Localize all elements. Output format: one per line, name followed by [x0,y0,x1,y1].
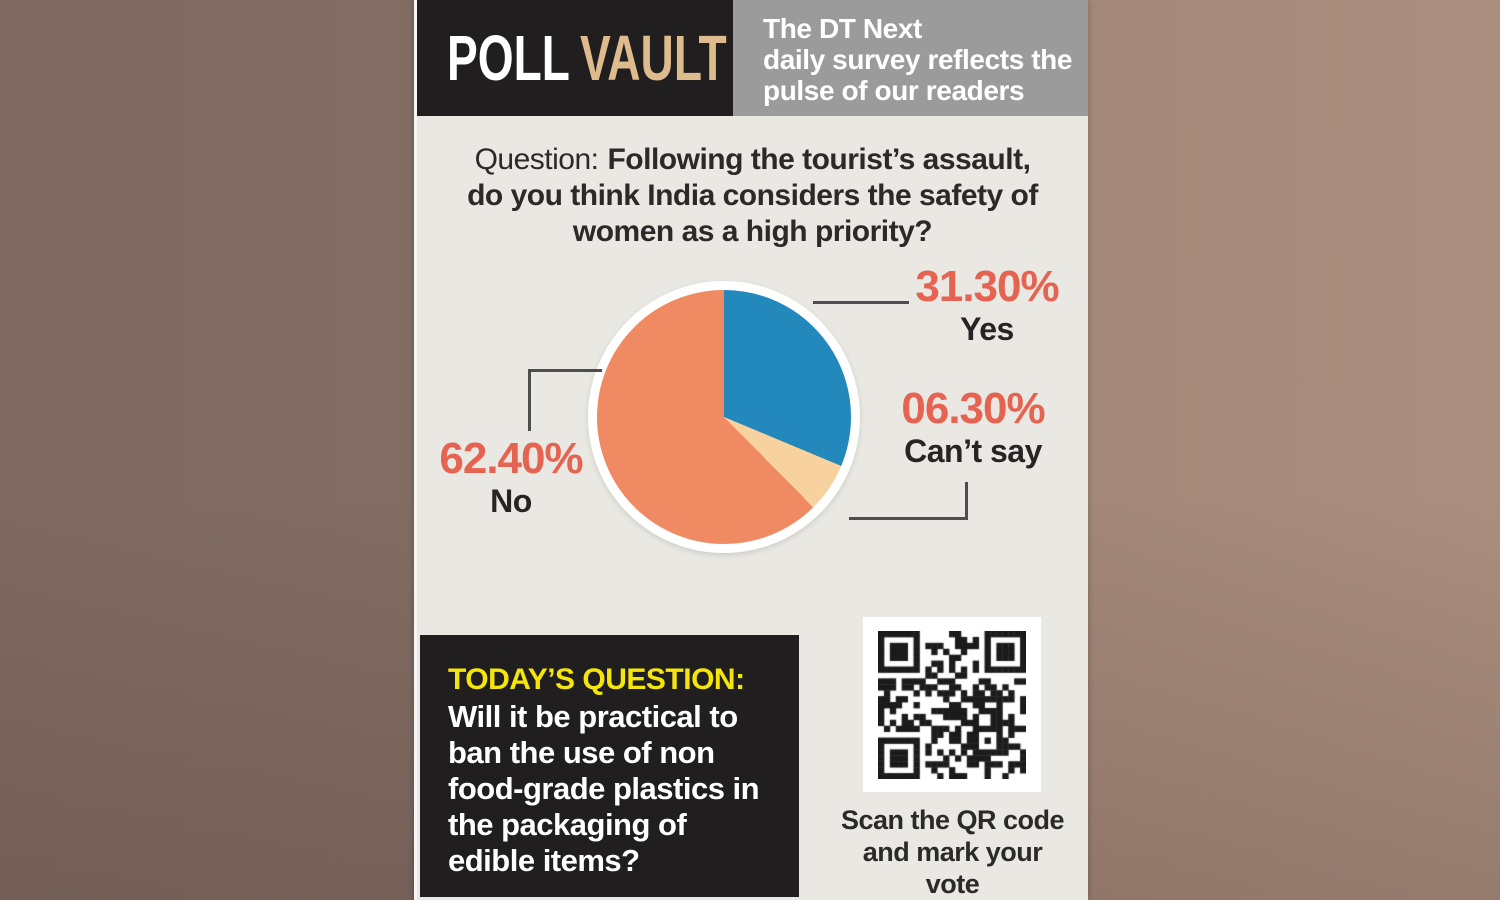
header: POLL VAULT The DT Next daily survey refle… [417,0,1088,116]
slice-name-no: No [490,483,532,519]
slice-percent-cant-say: 06.30% [901,384,1045,433]
poll-question-line: women as a high priority? [572,215,933,248]
question-prefix: Question: [474,143,599,176]
todays-question-line: edible items? [448,843,640,878]
tagline-line: pulse of our readers [763,75,1025,106]
poll-question-line: do you think India considers the safety … [467,179,1038,212]
todays-question-line: ban the use of non [448,735,715,770]
todays-question-heading: TODAY’S QUESTION: [448,663,745,696]
todays-question-line: Will it be practical to [448,699,738,734]
slice-label-no: 62.40% No [421,436,601,520]
brand-title: POLL VAULT [447,26,727,90]
leader-line-cant-horizontal [849,517,968,520]
brand-banner: POLL VAULT [417,0,733,116]
pie-chart [588,281,860,553]
leader-line-yes [813,301,909,304]
slice-percent-yes: 31.30% [915,262,1059,311]
question-text: Following the tourist’s assault, [607,143,1031,176]
qr-code-icon [878,630,1026,779]
qr-caption-line: and mark your vote [862,837,1043,899]
poll-card: POLL VAULT The DT Next daily survey refle… [414,0,1088,900]
slice-percent-no: 62.40% [439,434,583,483]
tagline-line: The DT Next [763,13,922,44]
slice-name-cant-say: Can’t say [904,433,1042,469]
todays-question-line: food-grade plastics in [448,771,760,806]
qr-caption: Scan the QR code and mark your vote [835,804,1070,900]
todays-question-line: the packaging of [448,807,687,842]
leader-line-no-horizontal [528,369,602,372]
tagline-banner: The DT Next daily survey reflects the pu… [733,0,1088,116]
tagline-line: daily survey reflects the [763,44,1073,75]
leader-line-cant-vertical [965,482,968,520]
qr-caption-line: Scan the QR code [840,805,1065,835]
slice-name-yes: Yes [960,311,1014,347]
poll-question: Question: Following the tourist’s assault… [417,142,1088,250]
brand-title-vault: VAULT [579,22,727,94]
slice-label-yes: 31.30% Yes [897,264,1077,348]
slice-label-cant-say: 06.30% Can’t say [863,386,1083,470]
poll-question-line: Question: Following the tourist’s assault… [417,142,1088,178]
todays-question-panel: TODAY’S QUESTION: Will it be practical t… [420,635,799,897]
leader-line-no-vertical [528,369,531,431]
brand-title-poll: POLL [447,22,570,94]
qr-panel [863,617,1041,792]
